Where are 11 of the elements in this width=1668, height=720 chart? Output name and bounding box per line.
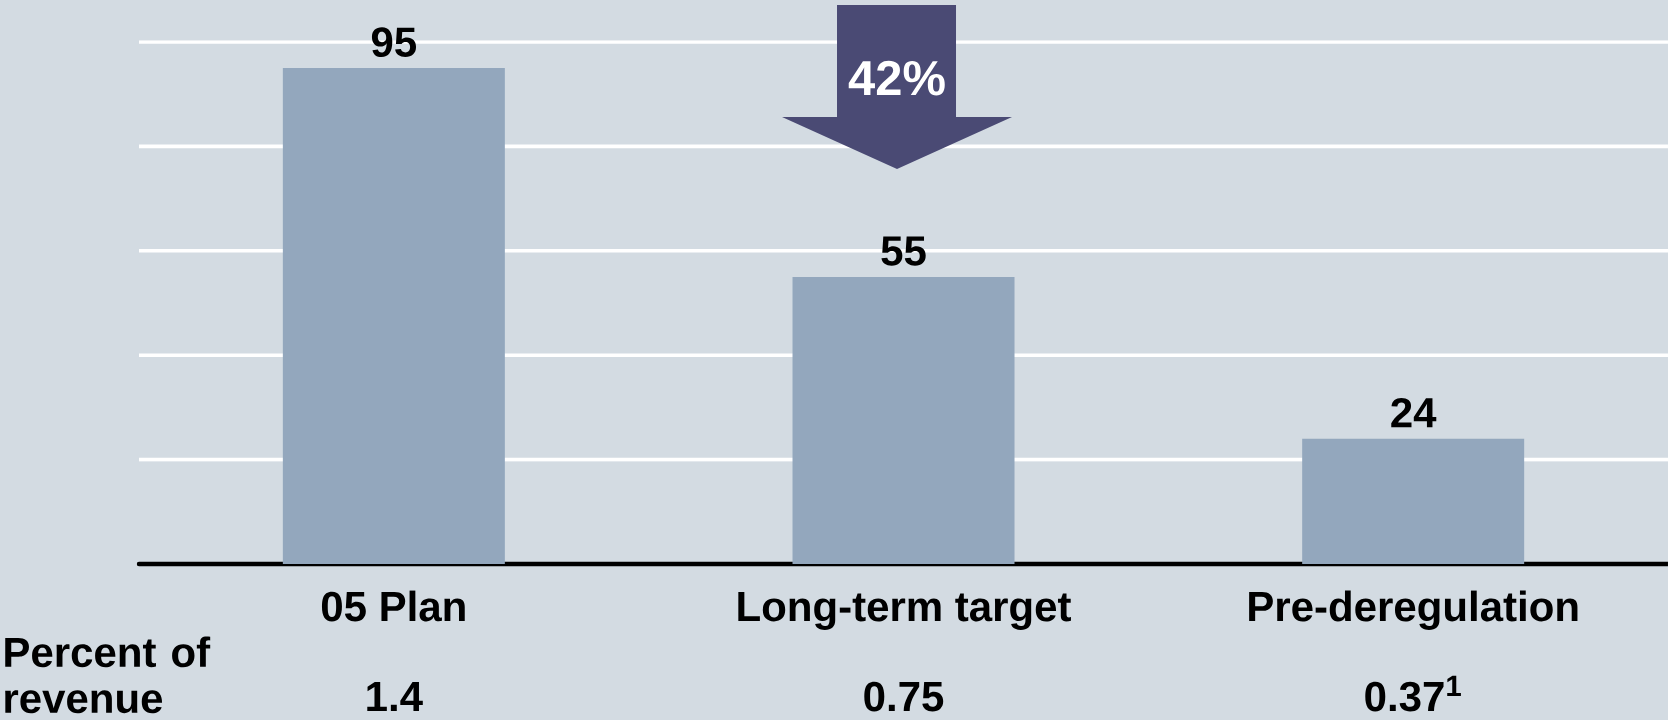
- x-tick-label: 05 Plan: [321, 590, 465, 622]
- text: 0.75: [864, 681, 944, 712]
- data-label: 24: [1391, 397, 1437, 428]
- data-label: 95: [371, 27, 417, 58]
- annotation: 42%: [848, 60, 945, 96]
- data-label: 55: [881, 236, 926, 266]
- x-tick-label: Long-term target: [738, 592, 1071, 630]
- text: 0.37$^{1}$: [1365, 675, 1461, 712]
- text: Percent of revenue: [5, 636, 211, 714]
- x-tick-label: Pre-deregulation: [1249, 590, 1578, 630]
- text: 1.4: [367, 682, 423, 711]
